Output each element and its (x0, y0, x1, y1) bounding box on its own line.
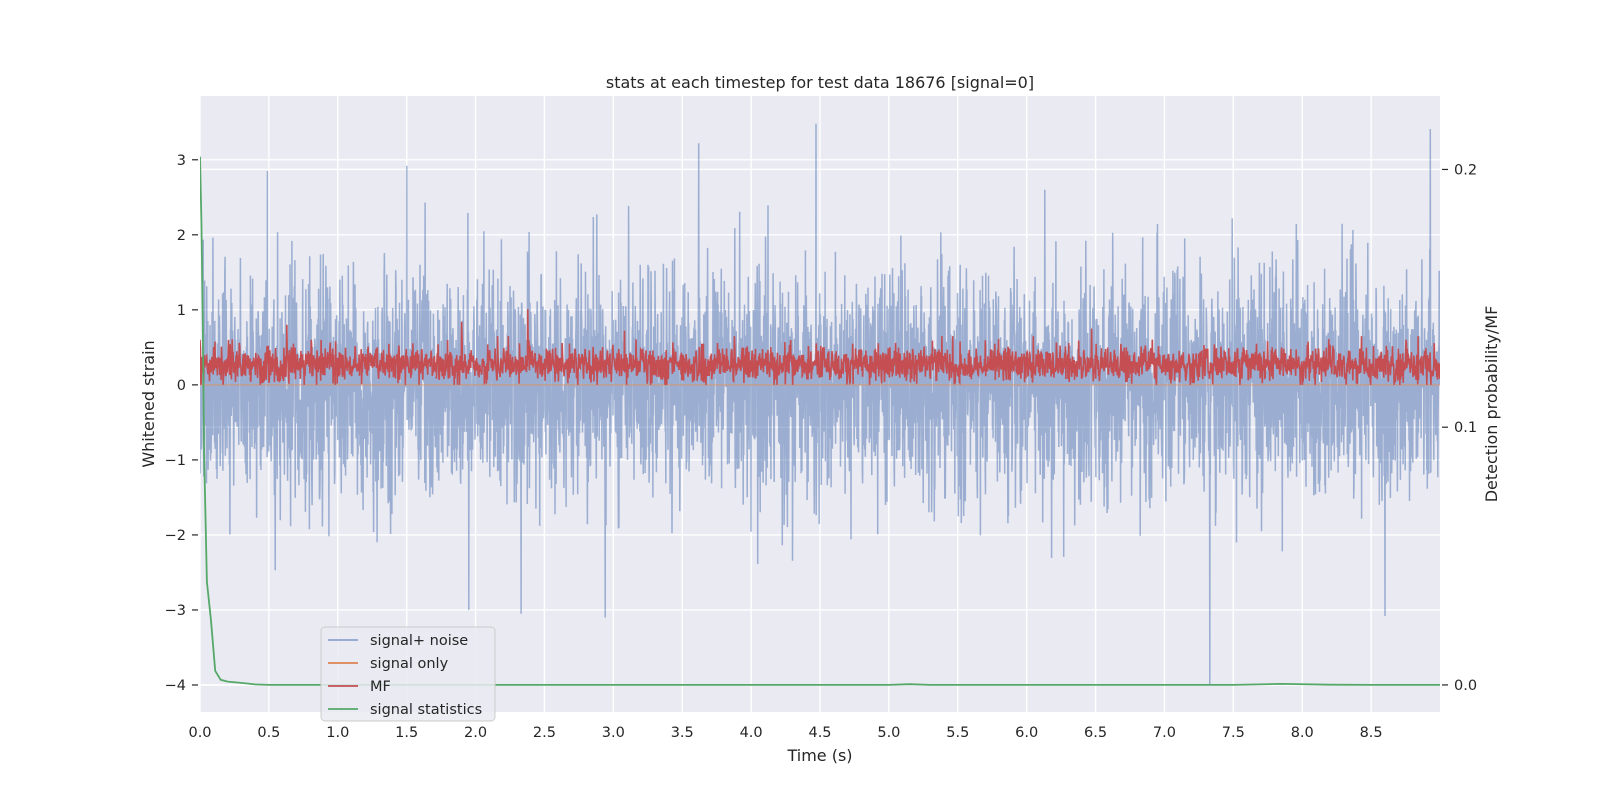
y-tick-label: −2 (165, 528, 186, 544)
chart-title: stats at each timestep for test data 186… (606, 73, 1034, 92)
x-tick-label: 2.0 (464, 725, 487, 741)
y-tick-label: −3 (165, 603, 186, 619)
y-tick-label: 1 (177, 303, 186, 319)
x-tick-label: 8.5 (1360, 725, 1383, 741)
y-tick-label: 3 (177, 153, 186, 169)
x-tick-label: 3.0 (602, 725, 625, 741)
y-axis-label: Whitened strain (139, 340, 158, 467)
x-tick-label: 1.5 (395, 725, 418, 741)
legend-label: signal statistics (370, 702, 482, 718)
x-tick-label: 8.0 (1291, 725, 1314, 741)
x-tick-label: 4.0 (740, 725, 763, 741)
y2-tick-label: 0.1 (1454, 420, 1477, 436)
x-tick-label: 5.0 (877, 725, 900, 741)
x-tick-label: 2.5 (533, 725, 556, 741)
x-tick-label: 3.5 (671, 725, 694, 741)
x-tick-label: 5.5 (946, 725, 969, 741)
x-tick-label: 0.5 (257, 725, 280, 741)
x-tick-label: 4.5 (808, 725, 831, 741)
y2-tick-label: 0.2 (1454, 162, 1477, 178)
x-axis: 0.0 0.5 1.0 1.5 2.0 2.5 3.0 3.5 4.0 4.5 5.0 5.5 6.0 6… (188, 725, 1382, 741)
x-tick-label: 0.0 (188, 725, 211, 741)
y2-tick-label: 0.0 (1454, 678, 1477, 694)
y-tick-label: −1 (165, 453, 186, 469)
y-tick-label: 2 (177, 228, 186, 244)
x-axis-label: Time (s) (786, 746, 852, 765)
y-axis-right: 0.0 0.1 0.2 (1442, 162, 1477, 694)
x-tick-label: 6.5 (1084, 725, 1107, 741)
legend-box (320, 626, 496, 722)
series-signal-noise (200, 123, 1440, 686)
legend: signal+ noise signal only MF signal statist… (320, 626, 496, 722)
legend-label: MF (370, 679, 391, 695)
y-tick-label: 0 (177, 378, 186, 394)
y2-axis-label: Detection probability/MF (1482, 306, 1501, 503)
x-tick-label: 6.0 (1015, 725, 1038, 741)
x-tick-label: 7.5 (1222, 725, 1245, 741)
legend-label: signal+ noise (370, 633, 468, 649)
series-mf (200, 309, 1440, 386)
x-tick-label: 7.0 (1153, 725, 1176, 741)
y-tick-label: −4 (165, 678, 186, 694)
y-axis-left: −4 −3 −2 −1 0 1 2 3 (165, 153, 198, 694)
x-tick-label: 1.0 (326, 725, 349, 741)
legend-label: signal only (370, 656, 449, 672)
